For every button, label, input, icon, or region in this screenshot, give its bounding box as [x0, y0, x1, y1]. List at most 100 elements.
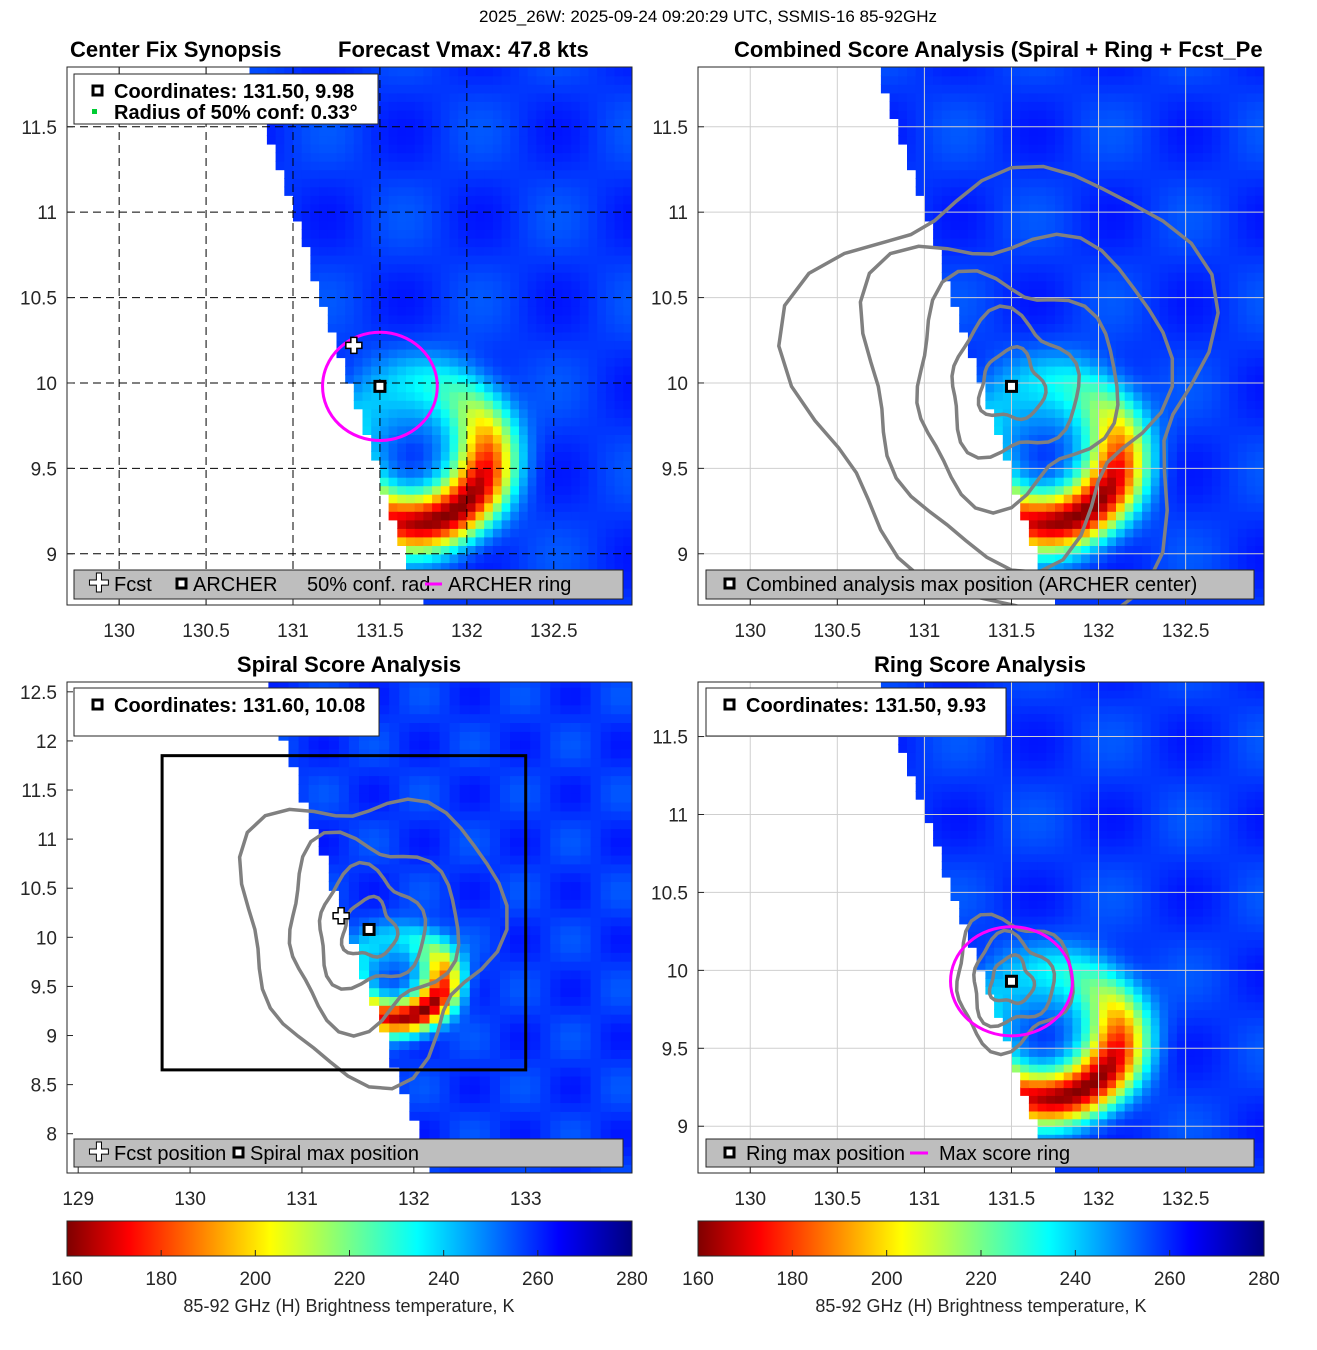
heat-cell [414, 348, 425, 359]
heat-cell [1124, 383, 1135, 393]
heat-cell [409, 846, 421, 856]
heat-cell [458, 511, 468, 521]
heat-cell [449, 135, 459, 145]
heat-cell [1142, 246, 1152, 256]
heat-cell [466, 152, 477, 162]
heat-cell [1107, 126, 1117, 137]
heat-cell [1037, 203, 1048, 213]
heat-cell [1220, 169, 1230, 179]
heat-cell [510, 545, 520, 555]
heat-cell [1011, 135, 1021, 145]
heat-cell [536, 246, 546, 256]
heat-cell [562, 237, 572, 248]
heat-cell [519, 152, 529, 162]
heat-cell [388, 135, 399, 145]
heat-cell [1220, 562, 1230, 572]
heat-cell [399, 925, 411, 936]
heat-cell [284, 178, 294, 188]
heat-cell [1063, 246, 1074, 256]
heat-cell [406, 391, 416, 401]
heat-cell [1237, 263, 1248, 273]
heat-cell [1072, 417, 1082, 427]
heat-cell [1098, 254, 1109, 265]
heat-cell [353, 383, 364, 393]
y-tick-label: 9.5 [31, 459, 57, 480]
heat-cell [933, 118, 943, 128]
heat-cell [475, 135, 485, 145]
heat-cell [519, 195, 529, 205]
heat-cell [605, 528, 616, 538]
heat-cell [440, 442, 451, 452]
heat-cell [527, 408, 538, 418]
heat-cell [588, 545, 598, 555]
heat-cell [1168, 314, 1178, 324]
heat-cell [466, 297, 477, 307]
heat-cell [419, 1022, 431, 1033]
heat-cell [423, 434, 433, 444]
heat-cell [501, 459, 512, 470]
heat-cell [1220, 451, 1230, 461]
heat-cell [605, 545, 616, 555]
heat-cell [1055, 186, 1065, 196]
heat-cell [1211, 118, 1222, 128]
heat-cell [397, 374, 407, 384]
heat-cell [414, 434, 425, 444]
heat-cell [1246, 400, 1257, 410]
heat-cell [527, 468, 538, 478]
heat-cell [1124, 297, 1135, 307]
heat-cell [967, 126, 978, 137]
heat-cell [519, 160, 529, 171]
heat-cell [379, 784, 390, 794]
heat-cell [1063, 357, 1074, 367]
heat-cell [1037, 562, 1048, 572]
heat-cell [399, 952, 411, 962]
heat-cell [1168, 212, 1178, 222]
heat-cell [409, 837, 421, 847]
heat-cell [1203, 126, 1213, 137]
heat-cell [440, 297, 451, 307]
heat-cell [1116, 254, 1126, 265]
heat-cell [399, 775, 411, 785]
heat-cell [1081, 545, 1091, 555]
heat-cell [941, 109, 952, 119]
heat-cell [423, 502, 433, 512]
heat-cell [967, 314, 978, 324]
heat-cell [579, 178, 590, 188]
heat-cell [1203, 408, 1213, 418]
heat-cell [379, 713, 390, 723]
heat-cell [338, 775, 350, 785]
heat-cell [449, 306, 459, 316]
heat-cell [1203, 468, 1213, 478]
heat-cell [379, 828, 390, 838]
heat-cell [293, 178, 303, 188]
heat-cell [432, 126, 442, 137]
heat-cell [1168, 348, 1178, 359]
heat-cell [1046, 553, 1056, 564]
heat-cell [466, 67, 477, 77]
heat-cell [1020, 135, 1030, 145]
heat-cell [1168, 246, 1178, 256]
heat-cell [1011, 220, 1021, 230]
heat-cell [1011, 485, 1021, 495]
heat-cell [527, 75, 538, 85]
heat-cell [1020, 425, 1030, 435]
heat-cell [907, 75, 917, 85]
heat-cell [1176, 237, 1187, 248]
heat-cell [318, 837, 330, 847]
heat-cell [406, 476, 416, 487]
heat-cell [1072, 75, 1082, 85]
heat-cell [1020, 109, 1030, 119]
heat-cell [449, 75, 459, 85]
heat-cell [1220, 109, 1230, 119]
heat-cell [484, 417, 494, 427]
heat-cell [1055, 101, 1065, 111]
heat-cell [1089, 135, 1100, 145]
heat-cell [440, 340, 451, 350]
heat-cell [1081, 485, 1091, 495]
heat-cell [1055, 553, 1065, 564]
heat-cell [1002, 67, 1013, 77]
heat-cell [379, 952, 390, 962]
heat-cell [536, 323, 546, 333]
heat-cell [1028, 340, 1039, 350]
heat-cell [571, 383, 581, 393]
